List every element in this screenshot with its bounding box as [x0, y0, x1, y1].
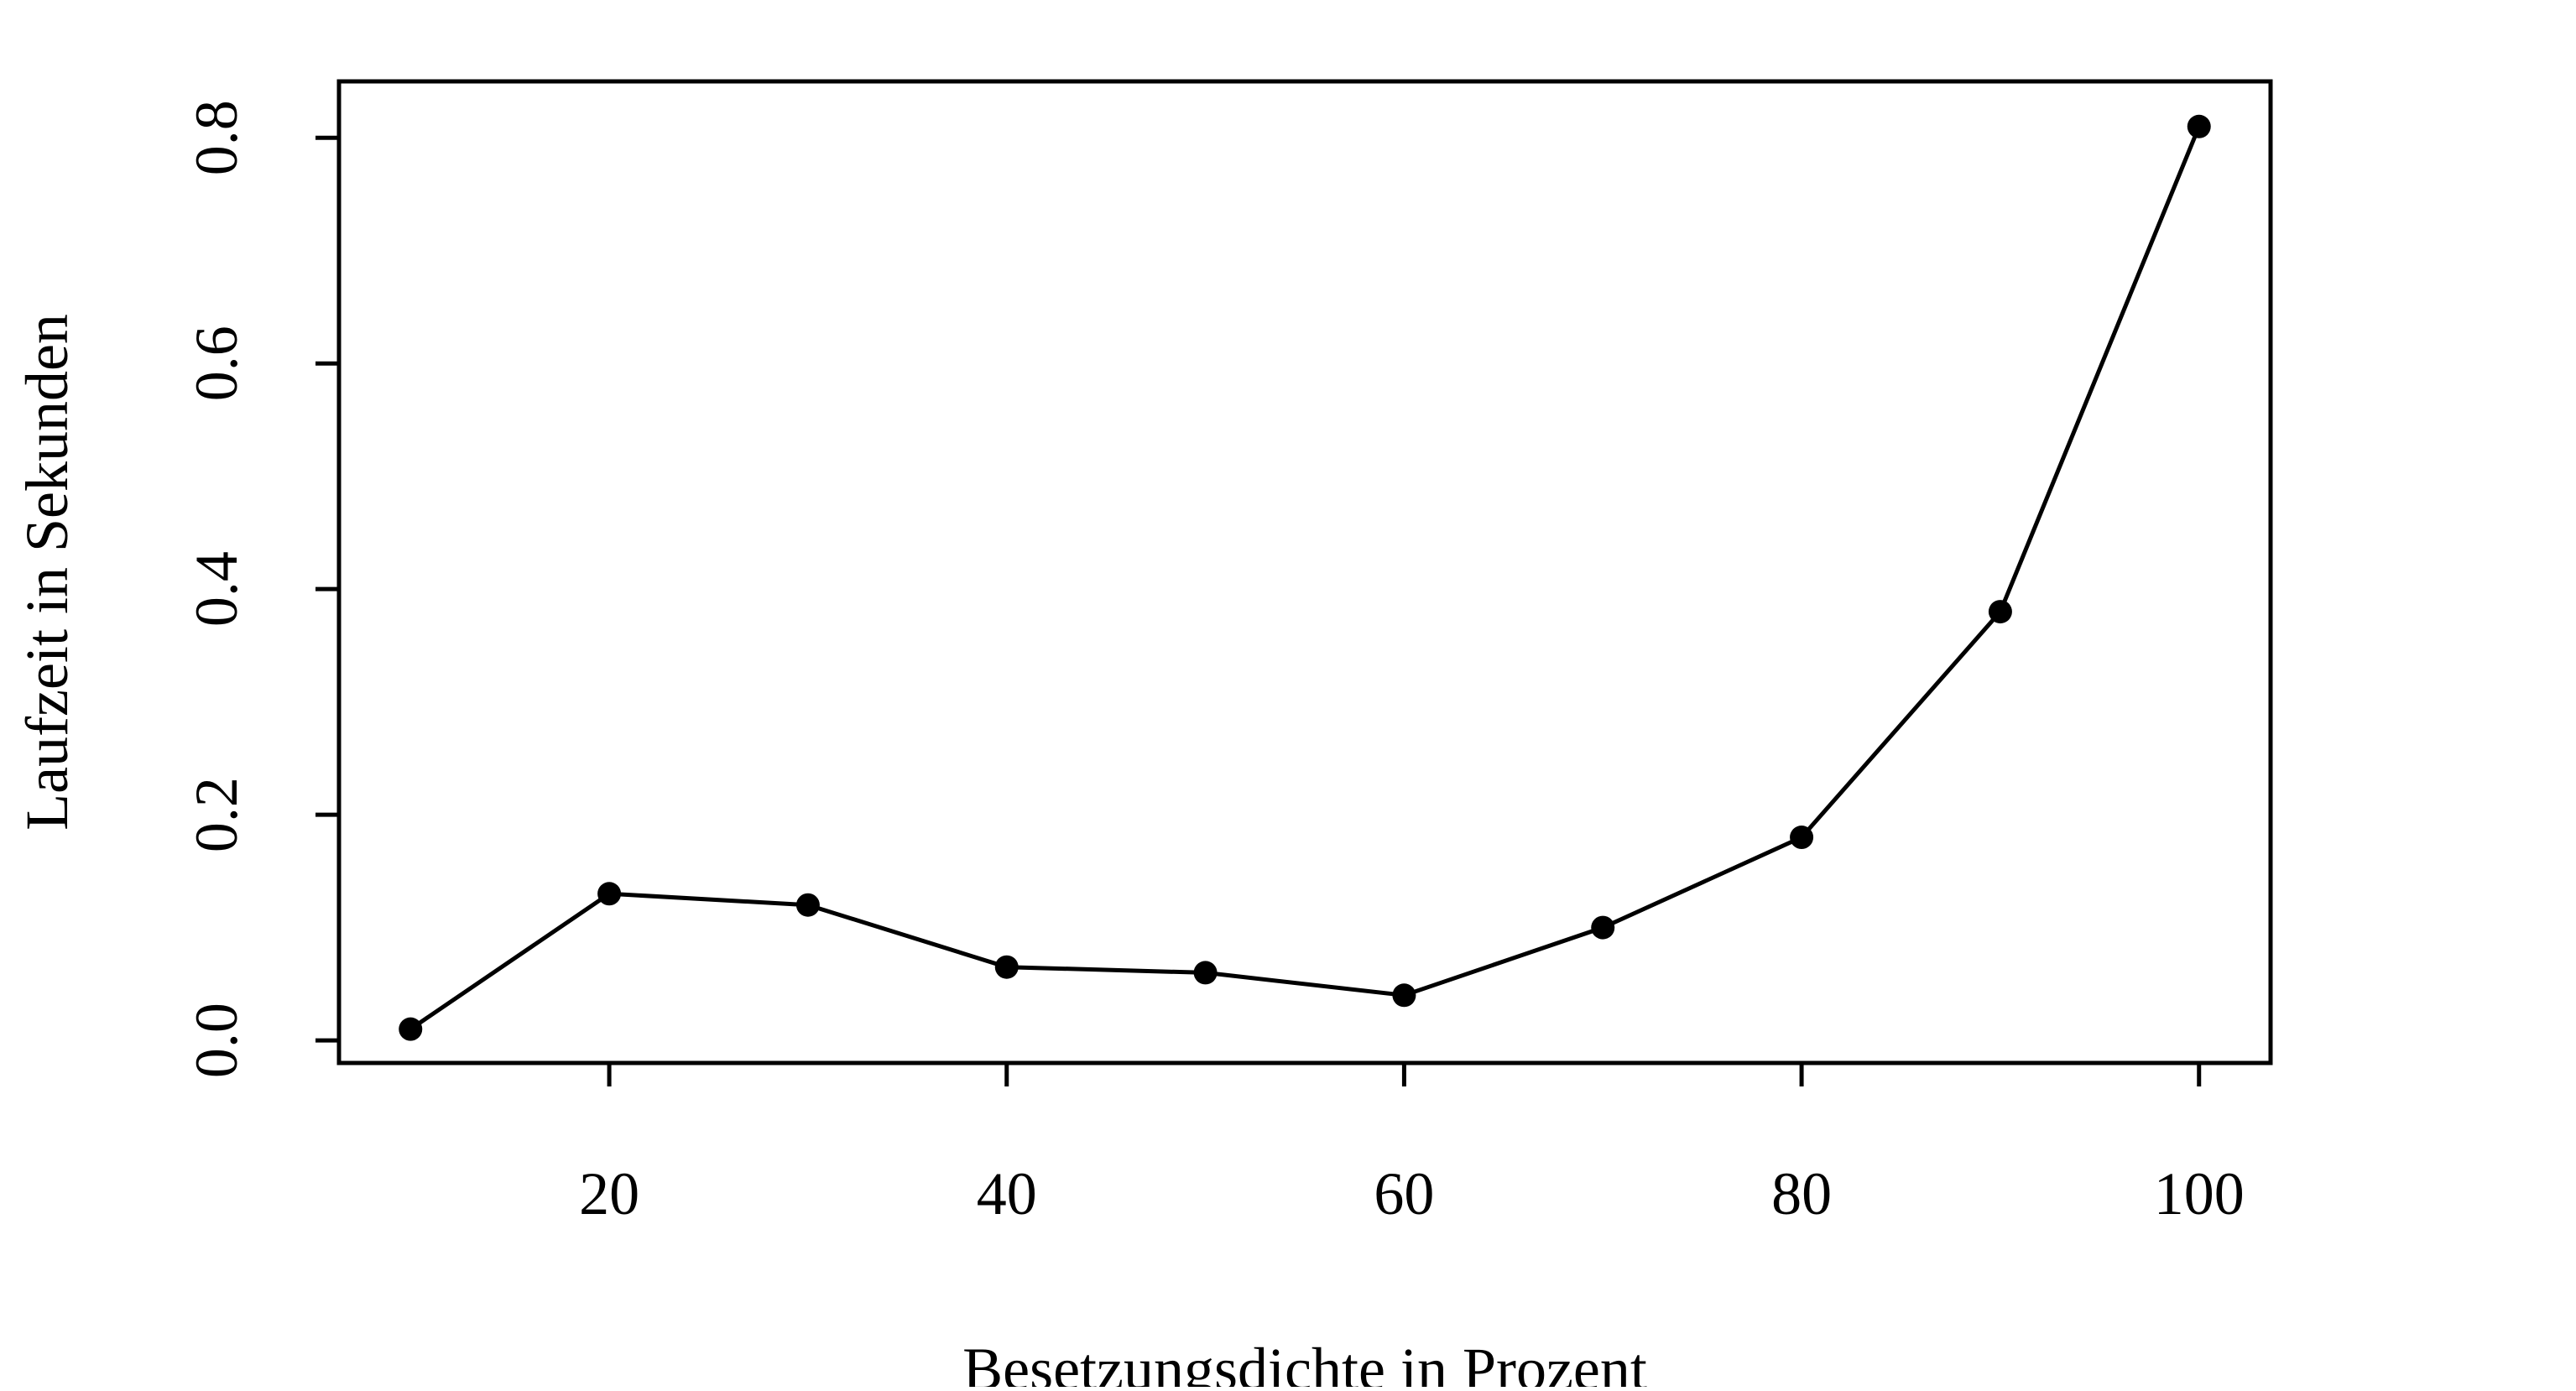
series-line — [409, 125, 2202, 1031]
y-tick-label: 0.4 — [183, 551, 250, 627]
x-axis-title: Besetzungsdichte in Prozent — [962, 1336, 1647, 1387]
y-tick-label: 0.2 — [183, 777, 250, 852]
y-tick-label: 0.0 — [183, 1003, 250, 1078]
x-tick-label: 100 — [2154, 1160, 2245, 1227]
y-axis: 0.0 0.2 0.4 0.6 0.8 — [183, 100, 342, 1078]
data-point — [1988, 600, 2012, 624]
data-point — [399, 1017, 423, 1041]
plot-frame — [336, 79, 2273, 1065]
x-tick-label: 60 — [1374, 1160, 1434, 1227]
y-tick-label: 0.8 — [183, 100, 250, 175]
data-point — [795, 893, 820, 917]
y-tick-label: 0.6 — [183, 326, 250, 401]
data-point — [1591, 915, 1615, 940]
x-axis: 20 40 60 80 100 — [579, 1060, 2245, 1227]
x-tick-label: 20 — [579, 1160, 639, 1227]
y-axis-title: Laufzeit in Sekunden — [13, 314, 81, 831]
data-point — [994, 955, 1019, 979]
data-point — [597, 882, 622, 906]
data-point — [1193, 961, 1218, 985]
data-point — [1392, 983, 1416, 1008]
x-tick-label: 80 — [1771, 1160, 1832, 1227]
series-group — [399, 114, 2211, 1041]
data-point — [1790, 826, 1814, 850]
data-point — [2187, 114, 2211, 138]
x-tick-label: 40 — [977, 1160, 1037, 1227]
